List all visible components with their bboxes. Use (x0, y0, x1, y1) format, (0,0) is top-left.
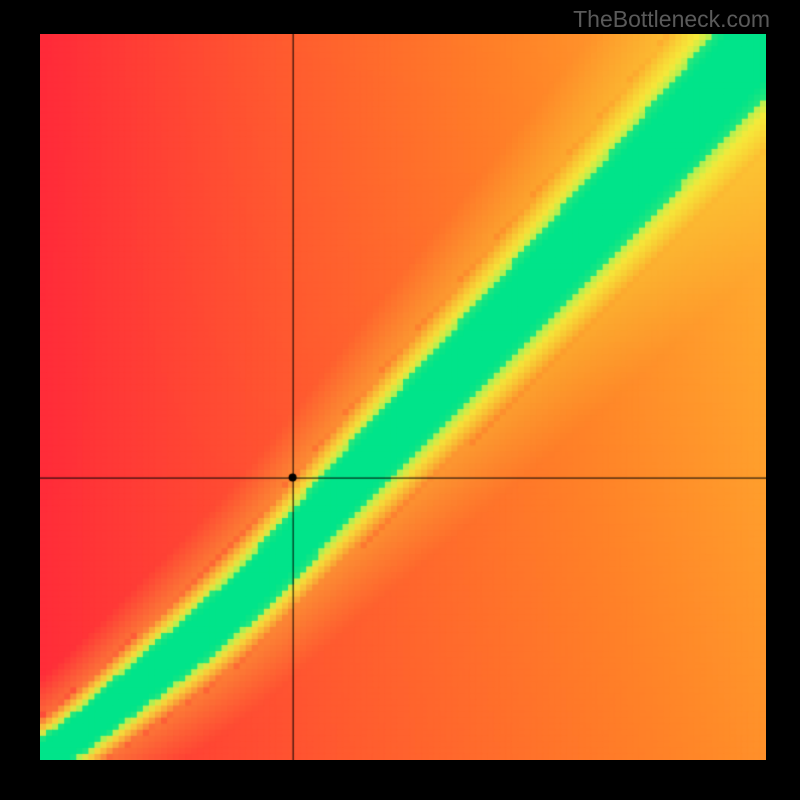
watermark-text: TheBottleneck.com (573, 6, 770, 33)
chart-container: TheBottleneck.com (0, 0, 800, 800)
bottleneck-heatmap (40, 34, 766, 760)
